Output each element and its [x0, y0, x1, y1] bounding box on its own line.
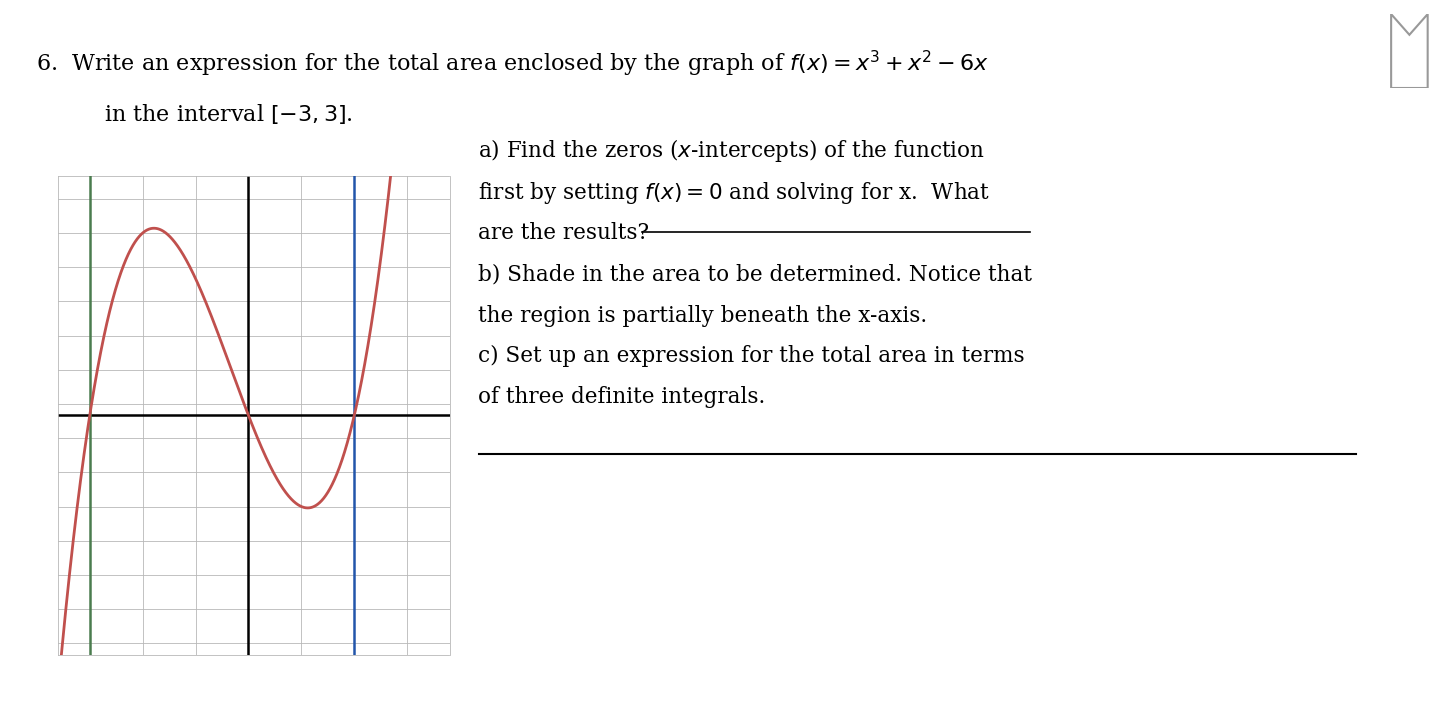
- Text: are the results?: are the results?: [478, 222, 650, 244]
- Text: c) Set up an expression for the total area in terms: c) Set up an expression for the total ar…: [478, 345, 1025, 367]
- Text: of three definite integrals.: of three definite integrals.: [478, 386, 766, 408]
- Text: in the interval $[-3, 3]$.: in the interval $[-3, 3]$.: [104, 102, 354, 126]
- Text: a) Find the zeros ($x$-intercepts) of the function: a) Find the zeros ($x$-intercepts) of th…: [478, 137, 986, 164]
- Text: 6.  Write an expression for the total area enclosed by the graph of $f(x) = x^3 : 6. Write an expression for the total are…: [36, 49, 989, 80]
- Text: b) Shade in the area to be determined. Notice that: b) Shade in the area to be determined. N…: [478, 264, 1032, 286]
- Text: first by setting $f(x) = 0$ and solving for x.  What: first by setting $f(x) = 0$ and solving …: [478, 180, 990, 206]
- Text: the region is partially beneath the x-axis.: the region is partially beneath the x-ax…: [478, 305, 928, 327]
